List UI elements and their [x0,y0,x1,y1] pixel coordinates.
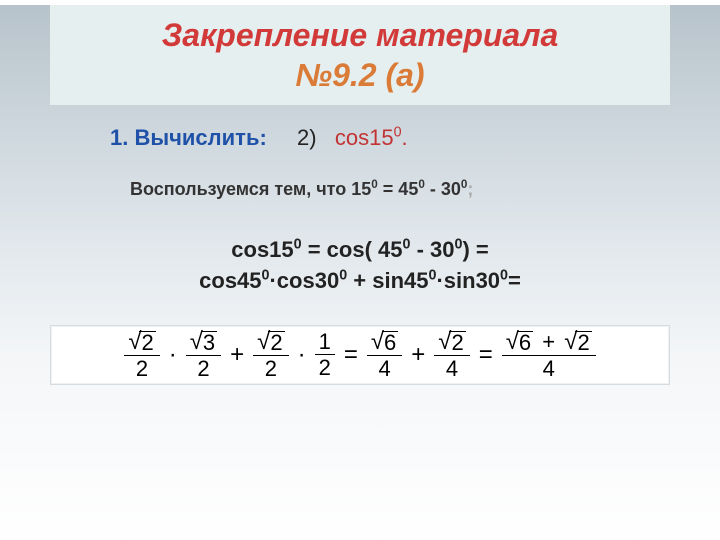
op-plus2: + [411,341,425,369]
f7-num-a: 6 [517,331,533,354]
f3-num: 2 [268,331,284,354]
fraction-5: √6 4 [367,330,402,380]
f-l1d: ) = [462,237,488,262]
fraction-4: 1 2 [315,330,335,379]
title-text: Закрепление материала №9.2 (а) [70,15,650,95]
slide: Закрепление материала №9.2 (а) 1. Вычисл… [0,5,720,540]
task-row: 1. Вычислить: 2) cos150. [110,125,720,151]
hint-mid2: - 30 [425,179,461,199]
hint-row: Воспользуемся тем, что 150 = 450 - 300; [130,179,720,200]
f-l1b: = cos( 45 [302,237,403,262]
formula-block: cos150 = cos( 450 - 300) = cos450·cos300… [60,235,660,297]
task-label: 1. Вычислить: [110,125,267,150]
f1-num: 2 [139,331,155,354]
f7-num-b: 2 [575,331,591,354]
f-l1a: cos15 [231,237,293,262]
f6-num: 2 [449,331,465,354]
task-number: 2) [297,125,317,150]
title-line1: Закрепление материала [162,17,559,53]
fraction-7: √6 + √2 4 [502,330,596,380]
f-s7: 0 [500,267,508,283]
f-l2c: + sin45 [347,268,428,293]
f-l2d: ·sin30 [436,268,500,293]
hint-prefix: Воспользуемся тем, что 15 [130,179,371,199]
f5-den: 4 [374,356,394,380]
f6-den: 4 [442,356,462,380]
f2-den: 2 [193,356,213,380]
hint-mid1: = 45 [378,179,419,199]
task-expr-prefix: cos15 [335,125,394,150]
f-l2b: ·cos30 [269,268,339,293]
fraction-1: √2 2 [124,330,159,380]
f5-num: 6 [382,331,398,354]
f7-plus: + [542,329,555,354]
task-expr-suffix: . [402,125,408,150]
fraction-3: √2 2 [253,330,288,380]
f7-den: 4 [539,356,559,380]
fraction-6: √2 4 [434,330,469,380]
equation-row: √2 2 · √3 2 + √2 2 · 1 2 = √6 4 + √2 4 = [50,325,670,385]
f2-num: 3 [201,331,217,354]
formula-line1: cos150 = cos( 450 - 300) = [60,235,660,266]
title-box: Закрепление материала №9.2 (а) [50,5,670,105]
op-plus1: + [230,341,244,369]
fraction-2: √3 2 [186,330,221,380]
f-s5: 0 [339,267,347,283]
f4-den: 2 [315,355,335,379]
f-l2a: cos45 [199,268,261,293]
op-dot2: · [298,341,306,369]
task-expression: cos150. [335,125,408,150]
f1-den: 2 [132,356,152,380]
f-l2e: = [508,268,521,293]
op-eq2: = [479,341,493,369]
f4-num: 1 [315,330,335,355]
task-expr-sup: 0 [394,125,402,141]
formula-line2: cos450·cos300 + sin450·sin300= [60,266,660,297]
f-l1c: - 30 [410,237,454,262]
hint-tail: ; [467,179,473,199]
op-dot1: · [169,341,177,369]
f3-den: 2 [261,356,281,380]
op-eq1: = [344,341,358,369]
title-line2: №9.2 (а) [295,57,424,93]
f-s1: 0 [294,237,302,253]
